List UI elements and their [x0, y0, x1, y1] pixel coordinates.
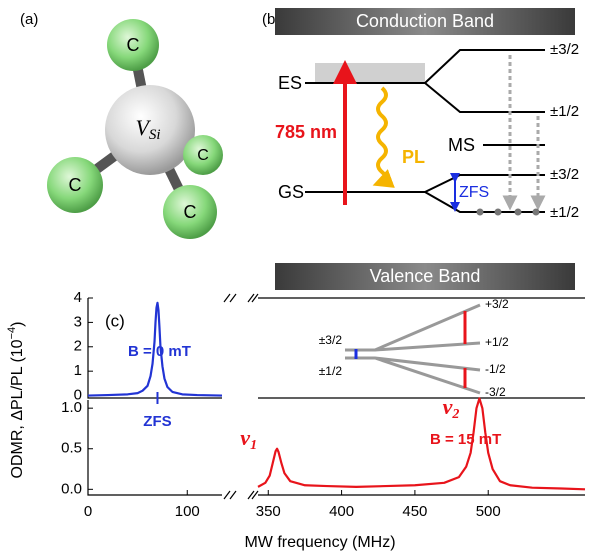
annotation-sub: 2 [451, 407, 459, 422]
y-tick-label: 0.0 [61, 480, 82, 497]
atom [163, 185, 217, 239]
axes [87, 293, 585, 500]
level-label: ±1/2 [550, 103, 579, 120]
inset-label: +1/2 [485, 335, 509, 349]
y-axis-label: ODMR, ΔPL/PL (10−4) [6, 322, 26, 479]
zfs-label: ZFS [459, 184, 489, 201]
conduction-band [275, 8, 575, 35]
data-line [87, 301, 223, 397]
atom-label: C [184, 202, 197, 222]
es-label: ES [278, 73, 302, 93]
level-label: ±1/2 [550, 204, 579, 221]
y-tick-label: 3 [74, 313, 82, 330]
vacancy-main: V [135, 115, 151, 140]
annotation: B = 0 mT [128, 343, 191, 360]
x-tick-label: 0 [84, 503, 92, 520]
valence-band [275, 263, 575, 290]
pl-arrow [372, 86, 395, 188]
laser-label: 785 nm [275, 122, 337, 142]
panel-a: (a) C C C C VSi [20, 11, 223, 239]
levels [305, 49, 545, 213]
ylabel-end: ) [9, 322, 26, 327]
annotation: B = 15 mT [430, 431, 501, 448]
pl-label: PL [402, 147, 425, 167]
atom [183, 135, 223, 175]
annotation: ν2 [443, 394, 460, 422]
panel-c: (c) ODMR, ΔPL/PL (10−4) MW frequency (MH… [6, 293, 585, 551]
vacancy-sub: Si [149, 127, 161, 143]
x-tick-label: 500 [476, 503, 501, 520]
annotation-main: ν [240, 425, 250, 450]
annotation-main: ν [443, 394, 453, 419]
panel-label: (c) [105, 311, 125, 330]
x-axis-label: MW frequency (MHz) [244, 534, 395, 551]
atom-label: C [127, 35, 140, 55]
annotation: ν1 [240, 425, 257, 453]
data-line [257, 397, 586, 491]
ms-label: MS [448, 135, 475, 155]
inset-label: ±1/2 [319, 364, 343, 378]
y-tick-label: 1 [74, 362, 82, 379]
y-tick-label: 4 [74, 289, 82, 306]
zeeman-inset: ±3/2 ±1/2 +3/2 +1/2 -1/2 -3/2 [319, 297, 509, 399]
isc-arrows [502, 55, 546, 211]
band-label: Valence Band [370, 266, 481, 286]
vacancy [105, 85, 195, 175]
atom [107, 19, 159, 71]
gs-label: GS [278, 182, 304, 202]
inset-label: ±3/2 [319, 333, 343, 347]
inset-label: -3/2 [485, 385, 506, 399]
x-tick-label: 350 [256, 503, 281, 520]
level-label: ±3/2 [550, 166, 579, 183]
panel-label: (a) [20, 11, 38, 28]
band-label: Conduction Band [356, 11, 494, 31]
y-tick-label: 0 [74, 387, 82, 404]
y-tick-label: 2 [74, 338, 82, 355]
y-tick-label: 0.5 [61, 440, 82, 457]
x-tick-label: 400 [329, 503, 354, 520]
atom [47, 157, 103, 213]
atom-label: C [69, 175, 82, 195]
atom-label: C [197, 147, 209, 164]
x-tick-label: 450 [402, 503, 427, 520]
ylabel-sup: −4 [6, 327, 18, 340]
population [476, 208, 540, 216]
inset-label: -1/2 [485, 362, 506, 376]
inset-label: +3/2 [485, 297, 509, 311]
y-tick-label: 1.0 [61, 399, 82, 416]
x-tick-label: 100 [175, 503, 200, 520]
es-shade [315, 63, 425, 83]
annotation-sub: 1 [250, 438, 257, 453]
ylabel-text: ODMR, ΔPL/PL (10 [9, 339, 26, 478]
vacancy-label: VSi [135, 115, 160, 143]
annotation: ZFS [143, 413, 171, 430]
panel-b: (b) Conduction Band Valence Band ES GS M… [262, 8, 579, 290]
level-label: ±3/2 [550, 41, 579, 58]
